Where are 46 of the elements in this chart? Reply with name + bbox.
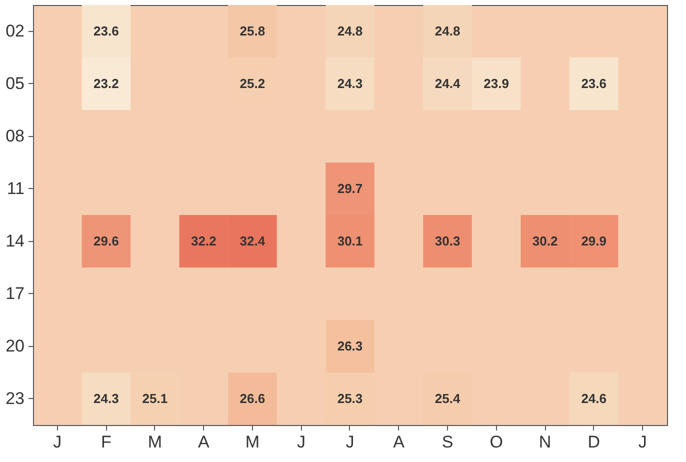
y-tick-label: 02: [6, 21, 24, 40]
data-label: 23.6: [581, 76, 606, 91]
data-label: 25.1: [142, 390, 168, 406]
y-tick-label: 14: [6, 231, 24, 250]
data-label: 24.3: [337, 76, 363, 91]
y-tick-label: 23: [6, 388, 24, 408]
data-label: 26.6: [240, 390, 266, 406]
x-tick-label: N: [538, 432, 552, 452]
x-tick-label: D: [588, 432, 600, 452]
data-label: 29.9: [581, 233, 606, 248]
x-tick-label: O: [490, 432, 503, 452]
data-label: 26.3: [337, 338, 363, 354]
x-tick-label: F: [100, 432, 112, 452]
y-tick-label: 20: [6, 336, 24, 356]
data-label: 24.6: [581, 390, 606, 406]
x-tick-label: J: [346, 432, 354, 452]
data-label: 24.8: [337, 23, 363, 38]
data-label: 32.2: [191, 233, 216, 248]
data-label: 25.3: [337, 390, 363, 406]
data-label: 25.4: [434, 390, 461, 406]
data-label: 29.7: [337, 180, 363, 196]
data-label: 24.3: [94, 390, 119, 406]
data-label: 24.4: [434, 76, 461, 91]
x-tick-label: J: [638, 432, 647, 452]
x-tick-label: S: [442, 432, 454, 452]
data-label: 25.2: [240, 76, 266, 91]
y-tick-label: 17: [6, 284, 24, 303]
data-label: 30.2: [532, 233, 558, 248]
data-label: 30.1: [337, 233, 363, 248]
data-label: 23.9: [484, 76, 509, 91]
x-tick-label: M: [148, 432, 162, 452]
data-label: 25.8: [240, 23, 266, 38]
x-tick-label: A: [393, 432, 406, 452]
y-tick-label: 08: [6, 126, 24, 146]
data-label: 30.3: [434, 233, 460, 248]
x-tick-label: J: [296, 432, 306, 452]
y-tick-label: 05: [6, 74, 24, 93]
data-label: 23.2: [94, 76, 119, 91]
y-tick-label: 11: [6, 178, 24, 198]
x-tick-label: A: [198, 432, 210, 452]
data-label: 29.6: [94, 233, 119, 248]
x-tick-label: M: [245, 432, 260, 452]
x-tick-label: J: [53, 432, 62, 452]
data-label: 23.6: [94, 23, 119, 38]
data-label: 32.4: [240, 233, 266, 248]
data-label: 24.8: [434, 23, 460, 38]
